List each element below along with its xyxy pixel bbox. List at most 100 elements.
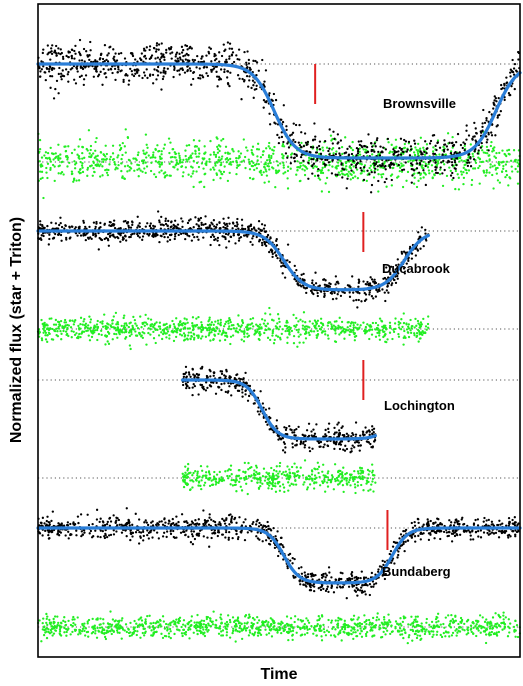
data-point <box>195 66 198 69</box>
residual-point <box>147 317 150 320</box>
residual-point <box>175 317 178 320</box>
data-point <box>315 423 318 426</box>
residual-point <box>67 334 70 338</box>
data-point <box>338 432 341 435</box>
residual-point <box>199 180 203 183</box>
data-point <box>244 393 247 396</box>
residual-point <box>133 318 137 322</box>
residual-point <box>241 330 244 333</box>
data-point <box>95 220 98 224</box>
data-point <box>131 232 134 236</box>
residual-point <box>389 174 393 177</box>
data-point <box>368 291 371 294</box>
residual-point <box>240 477 243 480</box>
residual-point <box>360 622 364 626</box>
data-point <box>503 84 506 87</box>
data-point <box>334 283 337 286</box>
residual-point <box>280 153 284 156</box>
residual-point <box>233 483 236 487</box>
data-point <box>181 220 184 223</box>
data-point <box>480 142 483 145</box>
residual-point <box>278 485 282 488</box>
residual-point <box>486 152 489 155</box>
data-point <box>487 149 490 152</box>
residual-point <box>344 136 347 139</box>
data-point <box>314 271 317 274</box>
data-point <box>224 48 227 51</box>
data-point <box>324 428 327 432</box>
residual-point <box>287 489 290 492</box>
residual-point <box>267 477 271 480</box>
data-point <box>311 291 314 294</box>
residual-point <box>421 166 424 170</box>
residual-point <box>149 318 153 321</box>
residual-point <box>130 333 133 336</box>
residual-point <box>500 170 504 174</box>
residual-point <box>358 632 362 635</box>
residual-point <box>117 154 120 157</box>
data-point <box>99 70 102 73</box>
data-point <box>357 441 361 444</box>
residual-point <box>70 336 73 339</box>
residual-point <box>294 483 298 486</box>
data-point <box>87 65 90 68</box>
residual-point <box>446 132 450 135</box>
residual-point <box>172 339 176 343</box>
data-point <box>127 83 130 86</box>
data-point <box>414 254 418 257</box>
data-point <box>441 172 444 175</box>
data-point <box>303 132 307 135</box>
data-point <box>188 235 191 238</box>
residual-point <box>133 169 136 172</box>
data-point <box>134 58 137 61</box>
residual-point <box>93 329 97 332</box>
data-point <box>276 256 279 260</box>
data-point <box>280 261 283 264</box>
data-point <box>242 80 246 83</box>
residual-point <box>392 330 396 333</box>
residual-point <box>223 165 226 168</box>
residual-point <box>268 484 271 487</box>
residual-point <box>123 177 126 180</box>
residual-point <box>213 470 216 474</box>
residual-point <box>441 184 445 188</box>
residual-point <box>354 175 357 178</box>
residual-point <box>275 160 278 163</box>
residual-point <box>477 166 480 170</box>
residual-point <box>94 140 97 144</box>
residual-point <box>54 323 58 326</box>
residual-point <box>242 470 245 473</box>
data-point <box>201 74 204 77</box>
residual-point <box>49 160 52 163</box>
residual-point <box>282 145 286 148</box>
residual-point <box>472 155 475 158</box>
data-point <box>517 58 520 61</box>
residual-point <box>84 322 88 325</box>
residual-point <box>488 171 491 174</box>
data-point <box>393 149 396 153</box>
data-point <box>108 224 111 227</box>
residual-point <box>68 319 72 322</box>
data-point <box>419 247 422 250</box>
residual-point <box>252 177 255 180</box>
residual-point <box>194 470 197 473</box>
residual-point <box>211 483 215 486</box>
residual-point <box>142 149 145 152</box>
data-point <box>186 221 190 225</box>
data-point <box>209 375 212 378</box>
data-point <box>399 137 403 140</box>
residual-point <box>306 325 309 328</box>
data-point <box>275 254 278 257</box>
data-point <box>172 227 175 230</box>
residual-point <box>103 334 107 337</box>
residual-point <box>323 478 326 481</box>
data-point <box>410 181 413 184</box>
residual-point <box>415 324 418 327</box>
residual-point <box>249 317 252 321</box>
residual-point <box>371 153 374 156</box>
residual-point <box>281 483 285 486</box>
data-point <box>402 267 406 270</box>
residual-point <box>113 160 116 164</box>
residual-point <box>259 481 262 484</box>
data-point <box>448 160 451 163</box>
